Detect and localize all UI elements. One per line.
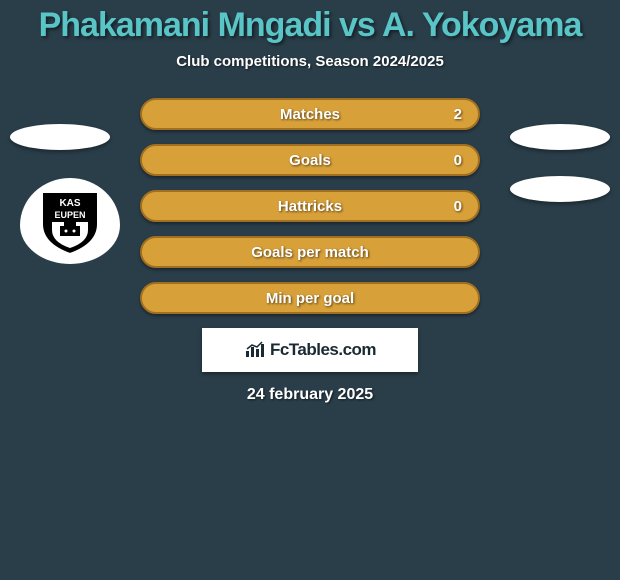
stats-container: Matches 2 Goals 0 Hattricks 0 Goals per … bbox=[140, 98, 480, 314]
stat-row-matches: Matches 2 bbox=[140, 98, 480, 130]
badge-text-top: KAS bbox=[59, 198, 80, 209]
stat-label: Hattricks bbox=[278, 198, 342, 215]
stat-label: Goals per match bbox=[251, 244, 369, 261]
stat-value: 2 bbox=[454, 106, 462, 123]
fctables-attribution: FcTables.com bbox=[202, 328, 418, 372]
stat-value: 0 bbox=[454, 152, 462, 169]
comparison-title: Phakamani Mngadi vs A. Yokoyama bbox=[0, 0, 620, 45]
stat-label: Goals bbox=[289, 152, 331, 169]
right-bottom-oval bbox=[510, 176, 610, 202]
stat-label: Min per goal bbox=[266, 290, 354, 307]
stat-row-gpm: Goals per match bbox=[140, 236, 480, 268]
right-top-oval bbox=[510, 124, 610, 150]
stat-value: 0 bbox=[454, 198, 462, 215]
left-top-oval bbox=[10, 124, 110, 150]
shield-icon: KAS EUPEN bbox=[38, 186, 102, 256]
subtitle: Club competitions, Season 2024/2025 bbox=[0, 53, 620, 70]
stat-row-mpg: Min per goal bbox=[140, 282, 480, 314]
stat-label: Matches bbox=[280, 106, 340, 123]
stat-row-hattricks: Hattricks 0 bbox=[140, 190, 480, 222]
fctables-text: FcTables.com bbox=[270, 340, 376, 360]
date-text: 24 february 2025 bbox=[0, 386, 620, 404]
stat-row-goals: Goals 0 bbox=[140, 144, 480, 176]
bar-chart-icon bbox=[244, 341, 266, 359]
club-badge-eupen: KAS EUPEN bbox=[20, 178, 120, 264]
badge-text-bottom: EUPEN bbox=[54, 210, 85, 220]
